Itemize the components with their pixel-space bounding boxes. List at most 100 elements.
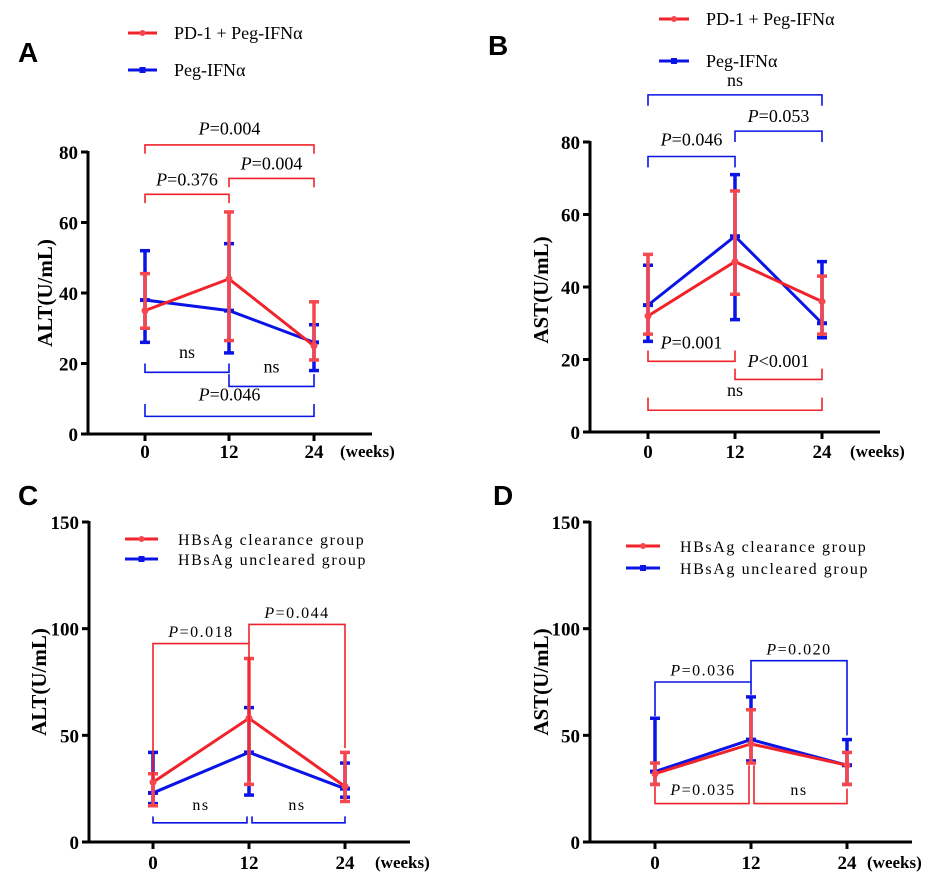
p-value: =0.004 xyxy=(252,154,303,174)
x-tick-label: 12 xyxy=(726,442,745,463)
bracket-line xyxy=(734,130,823,142)
bracket-line xyxy=(228,374,315,388)
p-value: =0.001 xyxy=(672,333,723,353)
error-bar xyxy=(746,707,756,765)
y-tick-label: 0 xyxy=(571,833,581,854)
legend: PD-1 + Peg-IFNα Peg-IFNα xyxy=(128,23,303,80)
bracket-line xyxy=(152,642,250,781)
legend-label: HBsAg uncleared group xyxy=(680,561,869,578)
p-value: ns xyxy=(727,70,743,90)
p-symbol: P xyxy=(167,624,179,641)
x-tick-label: 24 xyxy=(813,442,833,463)
bracket-line xyxy=(144,404,315,418)
x-tick-label: 12 xyxy=(742,853,761,874)
series-red xyxy=(650,707,852,787)
error-bar xyxy=(643,252,653,336)
data-point xyxy=(310,342,318,350)
bracket-line xyxy=(750,659,848,736)
x-tick-label: 0 xyxy=(643,442,653,463)
y-tick-label: 40 xyxy=(561,278,580,299)
panel-letter: C xyxy=(18,480,38,511)
p-value-label: P=0.046 xyxy=(198,385,261,405)
p-symbol: P xyxy=(240,154,252,174)
legend-label: PD-1 + Peg-IFNα xyxy=(706,9,835,29)
p-value: =0.036 xyxy=(682,663,736,680)
y-tick-label: 0 xyxy=(69,425,79,446)
p-value: =0.044 xyxy=(276,605,330,622)
series-red xyxy=(643,189,827,336)
error-bar xyxy=(730,189,740,296)
p-value-label: P=0.044 xyxy=(263,605,329,622)
p-value: ns xyxy=(288,797,305,814)
legend-marker-circle xyxy=(139,30,146,36)
significance-bracket: P=0.020 xyxy=(750,641,848,736)
data-point xyxy=(141,307,149,315)
p-symbol: P xyxy=(669,663,681,680)
legend: HBsAg clearance group HBsAg uncleared gro… xyxy=(626,539,869,578)
y-tick-label: 40 xyxy=(59,284,78,305)
y-tick-label: 150 xyxy=(552,513,581,534)
p-symbol: P xyxy=(765,641,777,658)
axes: 0 20 40 60 80 0 12 24 (weeks) ALT(U/mL) xyxy=(33,143,395,463)
axes: 0 50 100 150 0 12 24 (weeks) AST(U/mL) xyxy=(529,513,922,874)
significance-bracket: P=0.004 xyxy=(228,154,315,188)
panel-letter: B xyxy=(488,30,508,61)
error-bar xyxy=(340,750,350,804)
panel-letter: A xyxy=(18,37,38,68)
p-symbol: P xyxy=(660,130,672,150)
p-symbol: P xyxy=(669,782,681,799)
significance-bracket: ns xyxy=(753,765,848,805)
legend-item: HBsAg uncleared group xyxy=(125,552,367,569)
y-tick-label: 60 xyxy=(59,214,78,235)
panel-a: A 0 20 40 60 80 0 12 24 (weeks) ALT(U/mL) PD-1 + Pe… xyxy=(18,23,395,463)
y-tick-label: 100 xyxy=(51,620,80,641)
p-value: =0.053 xyxy=(759,106,810,126)
legend-item: PD-1 + Peg-IFNα xyxy=(659,9,835,29)
p-value-label: P=0.004 xyxy=(240,154,303,174)
p-symbol: P xyxy=(198,118,210,138)
bracket-line xyxy=(152,816,248,824)
y-axis-title: AST(U/mL) xyxy=(529,236,553,343)
data-point xyxy=(651,770,659,778)
p-symbol: P xyxy=(155,169,167,189)
legend-label: HBsAg uncleared group xyxy=(178,552,367,569)
x-tick-label: 0 xyxy=(650,853,660,874)
p-value-label: ns xyxy=(263,356,279,376)
x-tick-label: 24 xyxy=(838,853,858,874)
legend-item: HBsAg clearance group xyxy=(125,532,365,549)
data-point xyxy=(341,783,349,791)
p-value-label: P=0.001 xyxy=(660,333,723,353)
bracket-line xyxy=(734,368,823,381)
p-value: =0.035 xyxy=(682,782,736,799)
p-value-label: P=0.053 xyxy=(747,106,810,126)
bracket-line xyxy=(144,193,230,204)
legend-label: PD-1 + Peg-IFNα xyxy=(174,23,303,43)
legend-label: HBsAg clearance group xyxy=(178,532,365,549)
legend-item: Peg-IFNα xyxy=(128,60,246,80)
y-tick-label: 0 xyxy=(571,423,581,444)
bracket-line xyxy=(647,155,736,168)
p-value-label: ns xyxy=(790,782,807,799)
p-value: ns xyxy=(727,380,743,400)
p-value: ns xyxy=(263,356,279,376)
data-point xyxy=(644,312,652,320)
bracket-line xyxy=(647,94,823,106)
significance-bracket: ns xyxy=(228,356,315,388)
y-tick-label: 50 xyxy=(561,726,580,747)
data-point xyxy=(149,778,157,786)
panel-letter: D xyxy=(493,480,513,511)
bracket-line xyxy=(654,681,752,717)
p-value: <0.001 xyxy=(759,351,810,371)
p-value-label: P=0.004 xyxy=(198,118,261,138)
legend-marker-square xyxy=(138,556,145,562)
p-value-label: ns xyxy=(727,380,743,400)
error-bar xyxy=(817,274,827,336)
significance-bracket: P=0.018 xyxy=(152,624,250,781)
significance-bracket: P=0.044 xyxy=(248,605,346,749)
legend: PD-1 + Peg-IFNα Peg-IFNα xyxy=(659,9,835,71)
x-tick-label: 0 xyxy=(148,853,158,874)
p-symbol: P xyxy=(660,333,672,353)
legend-label: HBsAg clearance group xyxy=(680,539,867,556)
p-value: =0.004 xyxy=(210,118,261,138)
